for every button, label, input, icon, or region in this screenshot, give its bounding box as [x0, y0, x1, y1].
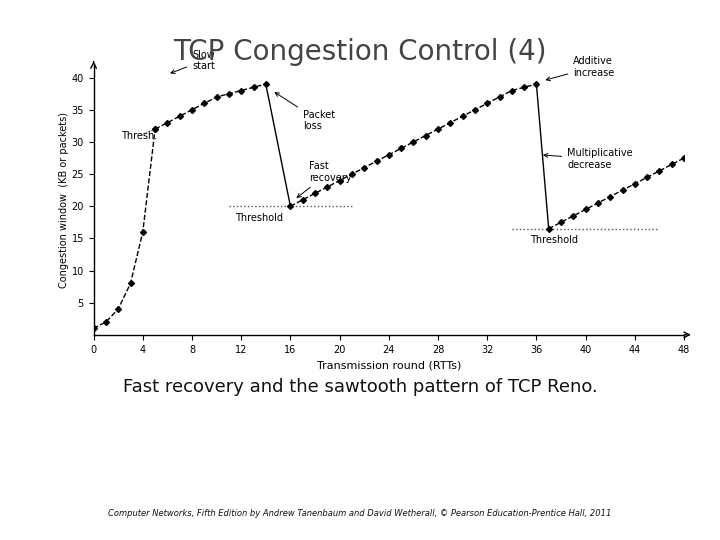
Y-axis label: Congestion window  (KB or packets): Congestion window (KB or packets): [58, 112, 68, 288]
Text: Slow
start: Slow start: [171, 50, 215, 73]
Text: Threshold: Threshold: [530, 235, 578, 245]
Text: Multiplicative
decrease: Multiplicative decrease: [544, 148, 633, 170]
Text: Thresh.: Thresh.: [121, 130, 157, 140]
Text: Computer Networks, Fifth Edition by Andrew Tanenbaum and David Wetherall, © Pear: Computer Networks, Fifth Edition by Andr…: [108, 509, 612, 518]
Text: Fast recovery and the sawtooth pattern of TCP Reno.: Fast recovery and the sawtooth pattern o…: [122, 378, 598, 396]
Text: TCP Congestion Control (4): TCP Congestion Control (4): [174, 38, 546, 66]
Text: Packet
loss: Packet loss: [275, 92, 335, 131]
Text: Fast
recovery: Fast recovery: [297, 161, 351, 198]
X-axis label: Transmission round (RTTs): Transmission round (RTTs): [317, 360, 461, 370]
Text: Threshold: Threshold: [235, 213, 283, 222]
Text: Additive
increase: Additive increase: [546, 56, 615, 80]
